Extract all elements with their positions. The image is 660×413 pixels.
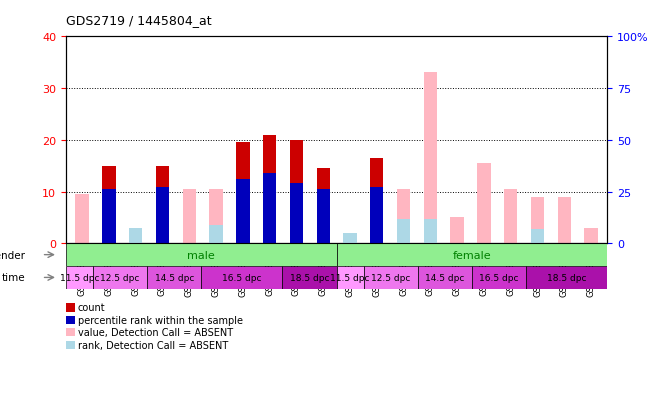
Bar (472, 266, 526, 289)
Bar (66, 244, 337, 266)
Bar (526, 266, 607, 289)
Bar (236, 143, 249, 244)
Bar (337, 244, 607, 266)
Bar (201, 266, 282, 289)
Bar (584, 228, 598, 244)
Bar (263, 173, 277, 244)
Text: gender: gender (0, 250, 25, 260)
Text: percentile rank within the sample: percentile rank within the sample (78, 315, 243, 325)
Text: 12.5 dpc: 12.5 dpc (100, 273, 140, 282)
Bar (93, 266, 147, 289)
Bar (209, 190, 222, 244)
Bar (337, 266, 364, 289)
Text: female: female (453, 250, 491, 260)
Bar (504, 190, 517, 244)
Bar (156, 188, 169, 244)
Bar (282, 266, 337, 289)
Bar (397, 190, 411, 244)
Bar (531, 229, 544, 244)
Bar (317, 190, 330, 244)
Bar (236, 180, 249, 244)
Bar (370, 159, 383, 244)
Bar (290, 140, 303, 244)
Bar (290, 184, 303, 244)
Text: 14.5 dpc: 14.5 dpc (425, 273, 465, 282)
Bar (317, 169, 330, 244)
Text: GDS2719 / 1445804_at: GDS2719 / 1445804_at (66, 14, 212, 27)
Bar (424, 73, 437, 244)
Bar (477, 164, 490, 244)
Bar (343, 233, 356, 244)
Bar (102, 190, 115, 244)
Bar (75, 195, 89, 244)
Bar (183, 190, 196, 244)
Bar (209, 225, 222, 244)
Bar (531, 197, 544, 244)
Bar (66, 266, 93, 289)
Bar (451, 218, 464, 244)
Text: 14.5 dpc: 14.5 dpc (154, 273, 194, 282)
Bar (370, 188, 383, 244)
Bar (147, 266, 201, 289)
Text: male: male (187, 250, 215, 260)
Text: value, Detection Call = ABSENT: value, Detection Call = ABSENT (78, 328, 233, 337)
Bar (102, 166, 115, 244)
Text: 16.5 dpc: 16.5 dpc (479, 273, 519, 282)
Bar (364, 266, 418, 289)
Bar (156, 166, 169, 244)
Bar (558, 197, 571, 244)
Text: count: count (78, 303, 106, 313)
Text: 18.5 dpc: 18.5 dpc (290, 273, 329, 282)
Bar (418, 266, 472, 289)
Text: rank, Detection Call = ABSENT: rank, Detection Call = ABSENT (78, 340, 228, 350)
Text: 18.5 dpc: 18.5 dpc (547, 273, 586, 282)
Bar (129, 228, 143, 244)
Bar (424, 220, 437, 244)
Text: 16.5 dpc: 16.5 dpc (222, 273, 261, 282)
Bar (397, 220, 411, 244)
Text: 11.5 dpc: 11.5 dpc (60, 273, 99, 282)
Text: 11.5 dpc: 11.5 dpc (331, 273, 370, 282)
Bar (263, 135, 277, 244)
Text: 12.5 dpc: 12.5 dpc (371, 273, 411, 282)
Text: time: time (2, 273, 25, 283)
